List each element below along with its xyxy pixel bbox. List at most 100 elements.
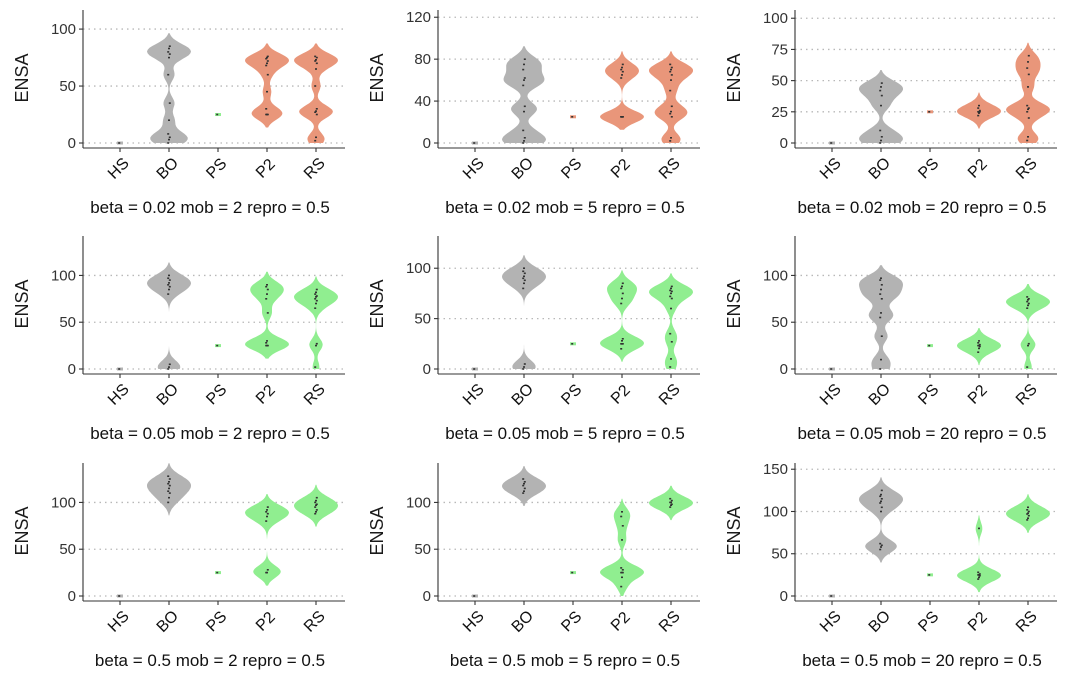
data-point [266, 62, 268, 65]
x-tick-label: P2 [253, 609, 279, 635]
data-point [978, 347, 980, 350]
data-point [315, 342, 318, 345]
data-point [168, 487, 170, 490]
panel-9: 0 50 100 150 ENSA HS BO PS P2 RS beta = 0.5 mob = … [724, 461, 1057, 670]
data-point [266, 312, 269, 314]
x-tick-label: RS [301, 608, 329, 636]
violin-rs [649, 51, 693, 143]
y-tick-label: 0 [423, 588, 431, 605]
data-point [880, 136, 883, 138]
data-point [978, 112, 980, 114]
data-point [669, 497, 672, 500]
x-tick-label: P2 [608, 382, 634, 408]
data-point [168, 274, 170, 277]
data-point [523, 481, 526, 483]
data-point [216, 344, 219, 347]
x-tick-label: BO [154, 608, 182, 636]
data-point [620, 515, 623, 518]
data-point [669, 112, 672, 115]
data-point [315, 499, 317, 502]
data-point [266, 284, 268, 286]
data-point [118, 368, 121, 370]
data-point [522, 142, 525, 144]
data-point [670, 287, 672, 290]
data-point [880, 546, 882, 548]
violin-bo [502, 255, 546, 369]
data-point [315, 288, 318, 291]
data-point [523, 363, 526, 365]
data-point [978, 111, 980, 113]
data-point [266, 90, 268, 93]
y-tick-label: 100 [406, 494, 431, 511]
data-point [522, 484, 525, 487]
data-point [523, 366, 525, 368]
data-point [168, 478, 171, 480]
data-point [523, 490, 525, 492]
x-tick-label: BO [154, 155, 182, 183]
data-point [523, 77, 526, 79]
data-point [880, 358, 882, 361]
data-point [523, 137, 526, 139]
data-point [167, 490, 170, 492]
data-point [315, 291, 317, 294]
data-point [523, 105, 526, 108]
data-point [266, 60, 269, 62]
panel-caption: beta = 0.05 mob = 5 repro = 0.5 [445, 424, 685, 443]
data-point [880, 82, 883, 84]
data-point [315, 110, 317, 112]
panel-caption: beta = 0.02 mob = 5 repro = 0.5 [445, 198, 685, 217]
data-point [314, 501, 317, 504]
data-point [977, 107, 980, 109]
data-point [167, 277, 170, 279]
y-tick-label: 50 [59, 541, 76, 558]
data-point [670, 116, 673, 118]
data-point [669, 332, 672, 335]
x-tick-label: P2 [608, 156, 634, 182]
y-tick-label: 0 [780, 135, 788, 152]
data-point [168, 484, 171, 487]
data-point [1027, 298, 1030, 300]
y-axis-title: ENSA [367, 506, 387, 555]
data-point [670, 290, 673, 293]
panel-caption: beta = 0.5 mob = 2 repro = 0.5 [95, 651, 325, 670]
data-point [266, 56, 268, 59]
data-point [1026, 67, 1029, 69]
y-tick-label: 50 [414, 541, 431, 558]
data-point [621, 576, 623, 579]
y-tick-label: 0 [423, 361, 431, 378]
violin-rs [1006, 284, 1050, 369]
data-point [1026, 111, 1029, 113]
data-point [621, 66, 623, 69]
x-tick-label: P2 [965, 156, 991, 182]
panel-5: 0 50 100 ENSA HS BO PS P2 RS beta = 0.05 mob = 5 … [367, 236, 700, 443]
data-point [314, 111, 317, 113]
x-tick-label: HS [817, 381, 845, 409]
x-tick-label: BO [154, 381, 182, 409]
y-tick-label: 100 [406, 260, 431, 277]
data-point [977, 342, 980, 344]
data-point [621, 525, 624, 527]
data-point [168, 53, 171, 55]
data-point [977, 571, 980, 574]
data-point [266, 571, 268, 574]
data-point [879, 293, 882, 295]
data-point [266, 509, 268, 511]
data-point [167, 284, 170, 286]
data-point [621, 74, 623, 76]
y-tick-label: 0 [780, 361, 788, 378]
data-point [167, 73, 170, 76]
data-point [880, 86, 882, 88]
data-point [621, 292, 624, 295]
data-point [523, 79, 525, 81]
data-point [168, 119, 170, 121]
data-point [669, 140, 672, 142]
data-point [879, 495, 882, 498]
y-tick-label: 0 [780, 588, 788, 605]
data-point [1027, 342, 1030, 345]
data-point [669, 366, 672, 368]
data-point [978, 109, 981, 112]
data-point [168, 366, 170, 368]
data-point [669, 70, 672, 73]
data-point [266, 55, 269, 58]
data-point [315, 113, 318, 116]
